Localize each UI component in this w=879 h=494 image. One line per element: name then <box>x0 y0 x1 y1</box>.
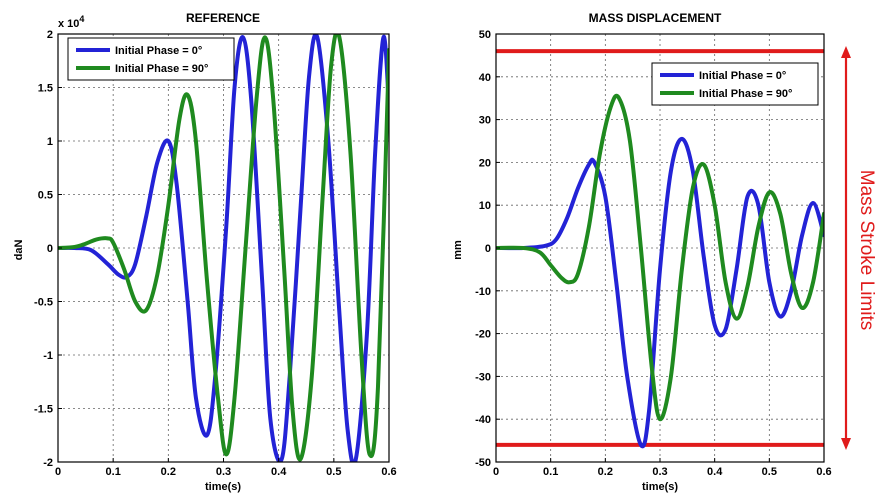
reference-chart: 0 0.1 0.2 0.3 0.4 0.5 0.6 -2 -1.5 -1 -0.5 0 0.5 1 1.5 2… <box>13 11 397 493</box>
tick-layer: 0 0.1 0.2 0.3 0.4 0.5 0.6 -2 -1.5 -1 -0.5 0 0.5 1 1.5 2 <box>34 29 397 478</box>
x-tick-label: 0.1 <box>543 466 558 478</box>
x-tick-label: 0 <box>493 466 499 478</box>
x-axis-label: time(s) <box>205 481 241 493</box>
arrowhead-up-icon <box>841 46 851 58</box>
x-tick-label: 0.2 <box>598 466 613 478</box>
stroke-limit-lines <box>496 49 824 447</box>
y-tick-label: 20 <box>479 157 491 169</box>
chart-title: MASS DISPLACEMENT <box>589 11 722 25</box>
y-exponent-base: x 10 <box>58 18 79 30</box>
x-tick-label: 0.5 <box>326 466 341 478</box>
y-tick-label: -30 <box>475 371 491 383</box>
tick-layer: 0 0.1 0.2 0.3 0.4 0.5 0.6 -50 -40 -30 -20 -10 0 10 20 3… <box>475 29 832 478</box>
y-axis-label: mm <box>452 240 464 260</box>
legend-label-phase-90: Initial Phase = 90° <box>115 63 208 75</box>
legend: Initial Phase = 0° Initial Phase = 90° <box>67 37 235 81</box>
x-tick-label: 0.5 <box>762 466 777 478</box>
legend-label-phase-0: Initial Phase = 0° <box>115 45 202 57</box>
y-tick-label: 30 <box>479 115 491 127</box>
y-tick-label: 0.5 <box>38 190 53 202</box>
arrowhead-down-icon <box>841 438 851 450</box>
y-tick-label: 0 <box>47 243 53 255</box>
y-tick-label: -20 <box>475 329 491 341</box>
y-tick-label: -1 <box>43 350 53 362</box>
x-tick-label: 0.4 <box>271 466 287 478</box>
y-tick-label: -10 <box>475 286 491 298</box>
y-tick-label: -2 <box>43 457 53 469</box>
x-axis-label: time(s) <box>642 481 678 493</box>
y-tick-label: 0 <box>485 243 491 255</box>
y-tick-label: -50 <box>475 457 491 469</box>
y-tick-label: 50 <box>479 29 491 41</box>
chart-title: REFERENCE <box>186 11 260 25</box>
series-line-phase-0 <box>58 34 389 462</box>
legend: Initial Phase = 0° Initial Phase = 90° <box>651 62 819 106</box>
x-tick-label: 0 <box>55 466 61 478</box>
y-tick-label: -1.5 <box>34 404 53 416</box>
legend-box <box>651 62 819 106</box>
y-tick-label: 2 <box>47 29 53 41</box>
x-tick-label: 0.6 <box>816 466 831 478</box>
x-tick-label: 0.6 <box>381 466 396 478</box>
legend-box <box>67 37 235 81</box>
y-tick-label: -0.5 <box>34 297 53 309</box>
y-tick-label: 1 <box>47 136 53 148</box>
y-exponent-label: x 104 <box>58 14 84 30</box>
x-tick-label: 0.4 <box>707 466 723 478</box>
y-tick-label: -40 <box>475 414 491 426</box>
y-tick-label: 40 <box>479 72 491 84</box>
mass-stroke-limits-label: Mass Stroke Limits <box>856 170 877 330</box>
legend-label-phase-90: Initial Phase = 90° <box>699 88 792 100</box>
x-tick-label: 0.1 <box>106 466 121 478</box>
series-layer <box>496 93 824 449</box>
x-tick-label: 0.3 <box>216 466 231 478</box>
y-axis-label: daN <box>13 240 25 261</box>
legend-label-phase-0: Initial Phase = 0° <box>699 70 786 82</box>
series-line-phase-0 <box>496 136 824 449</box>
series-line-phase-90 <box>496 93 824 422</box>
series-layer <box>58 34 389 462</box>
x-tick-label: 0.3 <box>652 466 667 478</box>
y-exponent-power: 4 <box>79 14 84 24</box>
stroke-limits-annotation: Mass Stroke Limits <box>841 46 877 450</box>
y-tick-label: 10 <box>479 200 491 212</box>
series-line-phase-90 <box>58 34 389 462</box>
x-tick-label: 0.2 <box>161 466 176 478</box>
y-tick-label: 1.5 <box>38 83 53 95</box>
mass-displacement-chart: 0 0.1 0.2 0.3 0.4 0.5 0.6 -50 -40 -30 -20 -10 0 10 20 3… <box>452 11 877 493</box>
